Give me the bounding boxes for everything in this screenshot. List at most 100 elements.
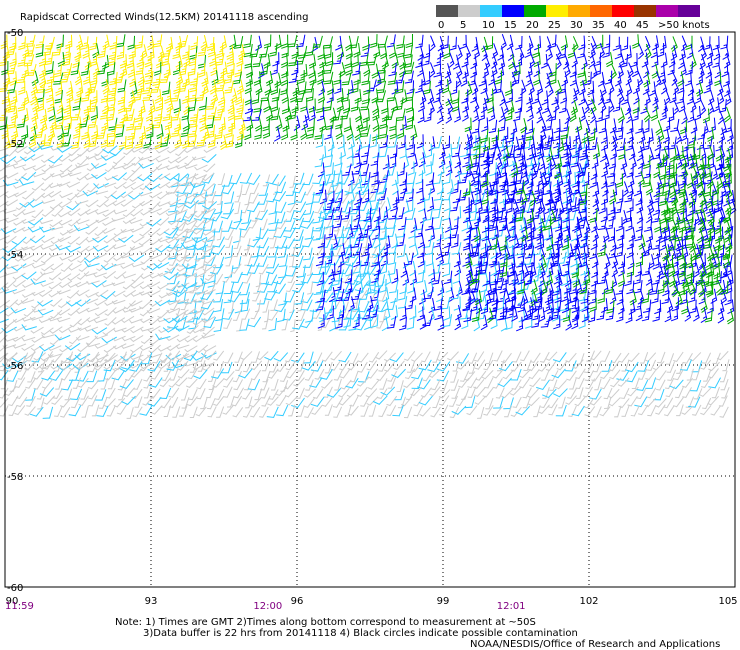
wind-barb [395, 233, 406, 247]
wind-barb [258, 45, 269, 58]
wind-barb [307, 282, 314, 295]
wind-barb [84, 260, 100, 268]
wind-barb [686, 368, 694, 381]
wind-barb [620, 36, 629, 51]
wind-barb [21, 336, 36, 342]
wind-barb [222, 405, 234, 415]
wind-barb [372, 395, 388, 406]
wind-barb [133, 378, 143, 390]
wind-barb [282, 238, 296, 249]
wind-barb [452, 97, 460, 113]
wind-barb [699, 145, 707, 161]
wind-barb [202, 326, 215, 336]
wind-barb [254, 299, 261, 313]
wind-barb [515, 88, 523, 103]
wind-barb [194, 289, 209, 296]
wind-barb [635, 379, 649, 392]
wind-barb [89, 71, 98, 86]
wind-barb [135, 61, 145, 75]
wind-barb [669, 88, 677, 104]
wind-barb [666, 165, 675, 180]
wind-barb [417, 233, 425, 249]
wind-barb [44, 36, 55, 50]
wind-barb [270, 80, 279, 96]
wind-barb [239, 318, 250, 331]
wind-barb [461, 281, 470, 295]
wind-barb [67, 165, 81, 173]
wind-barb [137, 70, 146, 86]
wind-barb [720, 119, 728, 136]
wind-barb [454, 314, 462, 331]
wind-barb [496, 153, 503, 170]
wind-barb [306, 125, 315, 139]
wind-barb [618, 352, 630, 363]
chart-title: Rapidscat Corrected Winds(12.5KM) 201411… [20, 12, 308, 23]
wind-barb [676, 361, 684, 374]
wind-barb [208, 190, 217, 203]
wind-barb [343, 314, 352, 328]
wind-barb [493, 350, 503, 362]
wind-barb [250, 369, 262, 381]
wind-barb [177, 79, 188, 93]
wind-barb [620, 53, 629, 68]
wind-barb [589, 388, 602, 400]
wind-barb [569, 172, 577, 187]
wind-barb [41, 199, 56, 205]
wind-barb [366, 396, 379, 406]
wind-barb [217, 90, 226, 106]
note-line-1: Note: 1) Times are GMT 2)Times along bot… [115, 617, 536, 628]
wind-barb [201, 172, 215, 184]
wind-barb [569, 143, 578, 158]
wind-barb [312, 190, 323, 203]
wind-barb [48, 281, 62, 290]
wind-barb [37, 299, 53, 307]
wind-barb [139, 344, 154, 351]
wind-barb [341, 163, 352, 176]
wind-barb [102, 219, 116, 227]
wind-barb [214, 201, 223, 215]
wind-barb [553, 388, 568, 398]
wind-barb [48, 290, 62, 298]
wind-barb [82, 44, 90, 59]
wind-barb [57, 210, 72, 218]
wind-barb [77, 343, 91, 353]
wind-barb [606, 164, 616, 178]
wind-barb [497, 118, 506, 132]
wind-barb [509, 386, 522, 396]
wind-barb [111, 217, 126, 222]
wind-barb [485, 397, 494, 410]
wind-barb [238, 368, 253, 379]
wind-barb [37, 143, 53, 150]
wind-barb [376, 80, 387, 94]
wind-barb [96, 352, 109, 363]
wind-barb [410, 386, 423, 397]
wind-barb [525, 127, 535, 141]
wind-barb [594, 378, 602, 391]
wind-barb [508, 227, 517, 242]
wind-barb [384, 108, 395, 121]
wind-barb [352, 62, 361, 76]
wind-barb [507, 288, 516, 302]
wind-barb [170, 108, 181, 121]
wind-barb [85, 81, 93, 97]
wind-barb [543, 181, 552, 195]
wind-barb [704, 308, 713, 323]
wind-barb [478, 261, 488, 275]
wind-barb [607, 173, 616, 188]
wind-barb [157, 360, 171, 370]
wind-barb [175, 298, 190, 304]
wind-barb [644, 35, 651, 52]
wind-barb [104, 316, 117, 327]
wind-barb [481, 369, 494, 380]
wind-barb [428, 306, 435, 322]
wind-barb [85, 199, 99, 208]
wind-barb [102, 34, 110, 50]
wind-barb [165, 36, 174, 52]
wind-barb [463, 144, 471, 160]
wind-barb [419, 406, 431, 417]
wind-barb [305, 43, 315, 57]
wind-barb [84, 298, 99, 305]
wind-barb [22, 165, 36, 171]
wind-barb [457, 188, 468, 201]
wind-barb [0, 108, 8, 121]
